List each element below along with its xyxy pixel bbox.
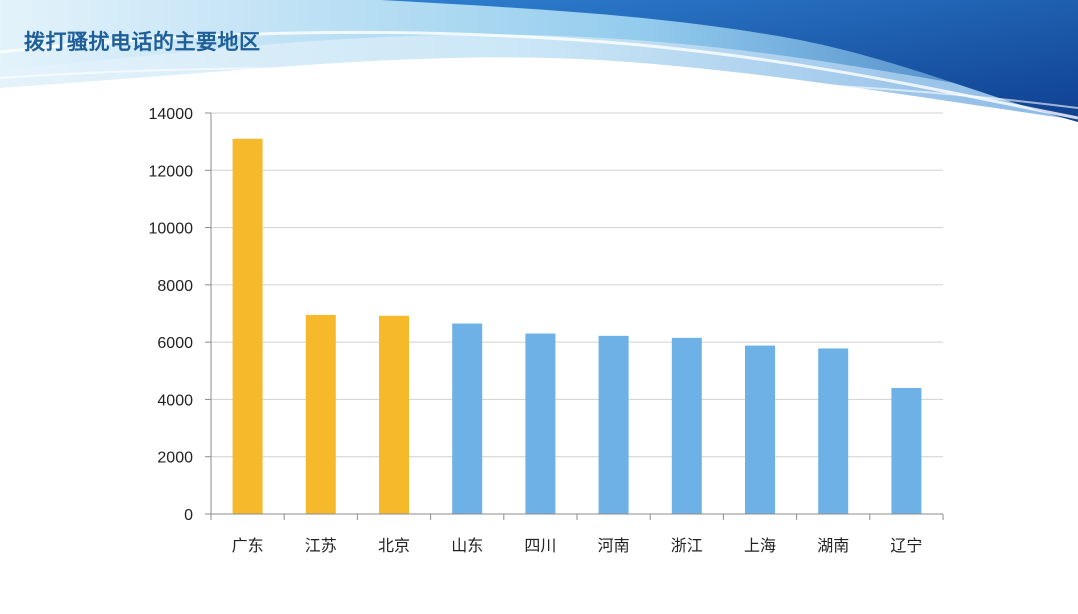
x-category-label: 北京 [378,536,410,555]
x-category-label: 湖南 [817,536,849,555]
bar-6 [598,335,629,514]
y-tick-label: 4000 [157,392,193,409]
axis-labels: 0 2000 4000 6000 8000 10000 12000 14000 广东 江苏 北京 山东… [149,106,923,555]
y-tick-label: 10000 [149,221,194,238]
y-tick-label: 2000 [157,450,193,467]
x-category-label: 辽宁 [890,536,922,555]
y-tick-label: 6000 [157,335,193,352]
bar-5 [525,333,556,514]
bar-10 [891,387,922,514]
y-tick-label: 0 [184,507,193,524]
bar-4 [452,323,483,514]
y-tick-label: 8000 [157,278,193,295]
bar-7 [671,337,702,514]
bar-3 [379,315,409,514]
bar-2 [305,314,336,514]
x-category-label: 四川 [524,536,556,555]
header-banner [0,0,1078,122]
bars [232,138,922,514]
bar-1 [232,138,263,514]
x-category-label: 山东 [451,536,483,555]
y-tick-label: 12000 [149,163,194,180]
x-category-label: 河南 [598,536,630,555]
x-category-label: 浙江 [671,536,703,555]
slide-title: 拨打骚扰电话的主要地区 [24,30,261,54]
bar-9 [818,348,849,514]
y-tick-label: 14000 [149,106,194,123]
bar-8 [745,345,775,514]
axes [205,112,944,520]
x-category-label: 江苏 [305,536,337,555]
x-category-label: 上海 [744,536,776,555]
x-category-label: 广东 [232,536,264,555]
